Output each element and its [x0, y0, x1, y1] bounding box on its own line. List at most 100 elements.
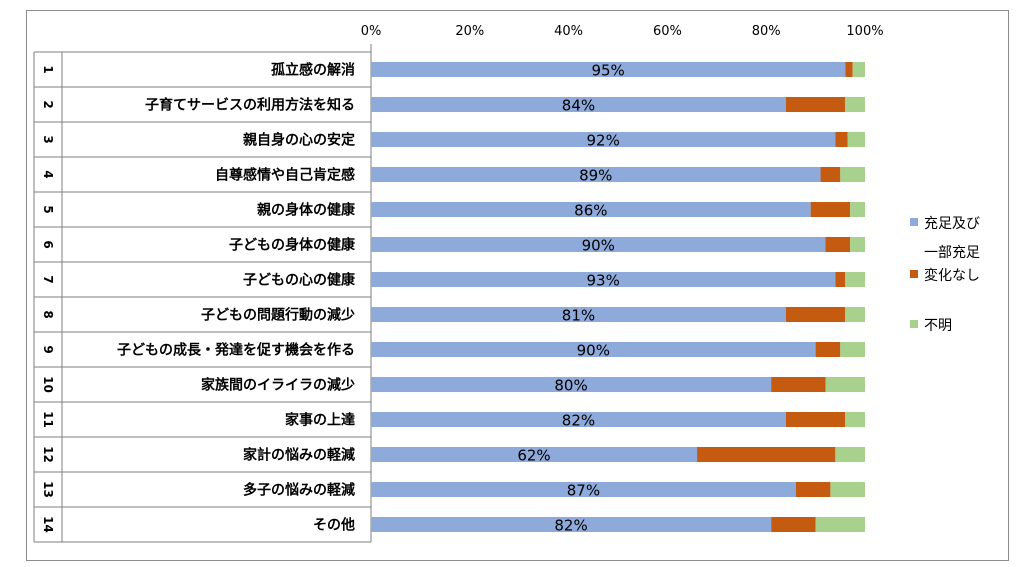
bar-segment-fulfilled [371, 412, 786, 427]
row-number: 2 [41, 100, 55, 108]
bar-segment-no-change [697, 447, 836, 462]
category-label: 子どもの成長・発達を促す機会を作る [117, 342, 355, 359]
row-number: 12 [41, 446, 55, 463]
data-label: 90% [577, 342, 610, 360]
row-number: 5 [41, 205, 55, 213]
data-label: 82% [562, 412, 595, 430]
row-number: 14 [41, 516, 55, 533]
bar-segment-fulfilled [371, 62, 846, 77]
bar-segment-no-change [785, 412, 846, 427]
bar-segment-unknown [845, 307, 865, 322]
bar-segment-no-change [785, 307, 846, 322]
bar-segment-unknown [840, 167, 865, 182]
legend-label-no-change: 変化なし [924, 268, 980, 284]
row-number: 1 [41, 65, 55, 73]
bar-segment-no-change [815, 342, 841, 357]
category-label: 親の身体の健康 [257, 202, 356, 219]
legend-swatch-fulfilled [910, 218, 918, 226]
data-label: 82% [554, 517, 587, 535]
category-label: 親自身の心の安定 [243, 132, 355, 149]
bar-segment-unknown [845, 412, 865, 427]
category-label: 孤立感の解消 [271, 62, 355, 79]
bar-segment-unknown [835, 447, 865, 462]
category-label: 家族間のイライラの減少 [201, 377, 355, 394]
data-label: 86% [574, 202, 607, 220]
data-label: 92% [587, 132, 620, 150]
bar-segment-no-change [845, 62, 853, 77]
row-number: 6 [41, 240, 55, 248]
legend-label-fulfilled-line1: 充足及び [924, 216, 980, 232]
row-number: 4 [41, 170, 55, 178]
data-label: 93% [587, 272, 620, 290]
legend-item-fulfilled-line2: 一部充足 [924, 241, 980, 265]
category-label: 子どもの身体の健康 [229, 237, 356, 254]
data-label: 81% [562, 307, 595, 325]
data-label: 87% [567, 482, 600, 500]
bar-segment-fulfilled [371, 517, 772, 532]
bar-segment-unknown [845, 272, 865, 287]
category-label: 家計の悩みの軽減 [243, 447, 355, 464]
data-label: 95% [591, 62, 624, 80]
row-number: 9 [41, 345, 55, 353]
bar-segment-fulfilled [371, 97, 786, 112]
data-label: 90% [582, 237, 615, 255]
bar-segment-fulfilled [371, 377, 772, 392]
bar-segment-fulfilled [371, 132, 836, 147]
category-label: 子どもの心の健康 [243, 272, 356, 289]
data-label: 84% [562, 97, 595, 115]
bar-segment-no-change [835, 272, 846, 287]
bar-segment-unknown [825, 377, 865, 392]
legend-label-unknown: 不明 [924, 318, 952, 334]
bar-segment-no-change [820, 167, 841, 182]
bar-segment-unknown [830, 482, 865, 497]
row-number: 7 [41, 275, 55, 283]
category-label: 自尊感情や自己肯定感 [215, 167, 355, 184]
x-tick-label: 40% [554, 24, 583, 39]
category-label: その他 [313, 517, 355, 534]
bar-segment-fulfilled [371, 202, 811, 217]
category-label: 子育てサービスの利用方法を知る [145, 97, 355, 114]
bar-segment-no-change [785, 97, 846, 112]
row-number: 11 [41, 411, 55, 428]
bar-segment-no-change [810, 202, 851, 217]
bar-segment-fulfilled [371, 167, 821, 182]
legend-item-fulfilled: 充足及び [910, 212, 980, 236]
row-number: 13 [41, 481, 55, 498]
legend-swatch-no-change [910, 270, 918, 278]
x-tick-label: 80% [752, 24, 781, 39]
row-number: 10 [41, 376, 55, 393]
data-label: 89% [579, 167, 612, 185]
bar-segment-no-change [835, 132, 848, 147]
bar-segment-unknown [852, 62, 865, 77]
bar-segment-fulfilled [371, 342, 816, 357]
category-label: 多子の悩みの軽減 [243, 482, 355, 499]
bar-segment-unknown [850, 202, 865, 217]
bar-segment-unknown [845, 97, 865, 112]
category-label: 家事の上達 [285, 412, 355, 429]
x-tick-label: 0% [361, 24, 382, 39]
bar-segment-unknown [847, 132, 865, 147]
chart-frame [26, 10, 1009, 561]
legend-swatch-unknown [910, 320, 918, 328]
legend-label-fulfilled-line2: 一部充足 [924, 245, 980, 261]
bar-segment-no-change [825, 237, 851, 252]
bar-segment-no-change [795, 482, 831, 497]
bar-segment-unknown [840, 342, 865, 357]
legend-item-no-change: 変化なし [910, 264, 980, 288]
bar-segment-fulfilled [371, 307, 786, 322]
x-tick-label: 60% [653, 24, 682, 39]
bar-segment-fulfilled [371, 237, 826, 252]
bar-segment-no-change [771, 377, 826, 392]
bar-segment-fulfilled [371, 272, 836, 287]
bar-segment-fulfilled [371, 447, 698, 462]
bar-segment-no-change [771, 517, 816, 532]
legend-item-unknown: 不明 [910, 314, 952, 338]
bar-segment-fulfilled [371, 482, 796, 497]
bar-segment-unknown [815, 517, 865, 532]
data-label: 62% [517, 447, 550, 465]
category-label: 子どもの問題行動の減少 [201, 307, 355, 324]
bar-segment-unknown [850, 237, 865, 252]
x-tick-label: 20% [455, 24, 484, 39]
row-number: 3 [41, 135, 55, 143]
